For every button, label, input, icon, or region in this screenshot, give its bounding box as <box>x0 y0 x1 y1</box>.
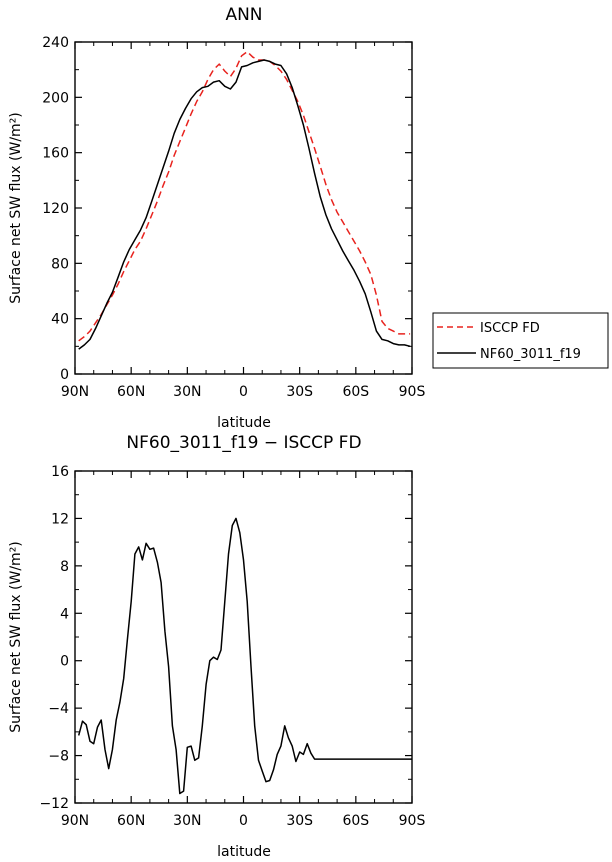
top-ytick-label: 80 <box>51 256 69 272</box>
top-series-1-line <box>78 59 411 350</box>
top-panel: ANN 90N 60N 30N 0 30S 60S 90S 0 40 80 120 160 200 240… <box>8 5 425 431</box>
bottom-xtick-label: 90N <box>61 813 89 829</box>
bottom-xtick-label: 60S <box>342 813 369 829</box>
top-xtick-label: 60N <box>117 384 145 400</box>
bottom-ytick-label: −8 <box>48 749 69 765</box>
top-y-axis-label: Surface net SW flux (W/m²) <box>8 112 24 304</box>
bottom-xtick-label: 30N <box>173 813 201 829</box>
top-series-0-line <box>78 50 411 342</box>
top-ytick-label: 200 <box>42 90 69 106</box>
top-x-axis-label: latitude <box>217 415 271 431</box>
bottom-series-0-line <box>77 517 412 795</box>
top-xtick-label: 90N <box>61 384 89 400</box>
bottom-chart-title: NF60_3011_f19 − ISCCP FD <box>126 433 361 453</box>
top-axes: 90N 60N 30N 0 30S 60S 90S 0 40 80 120 160 200 240 <box>42 35 425 400</box>
top-ytick-label: 240 <box>42 35 69 51</box>
bottom-xtick-label: 90S <box>399 813 426 829</box>
top-plot-frame <box>74 41 413 375</box>
top-series-group <box>78 50 411 350</box>
top-xtick-label: 30S <box>286 384 313 400</box>
top-ytick-label: 40 <box>51 312 69 328</box>
bottom-axes: 90N 60N 30N 0 30S 60S 90S −12 −8 −4 0 4 8 12 16 <box>39 464 425 829</box>
bottom-ytick-label: 4 <box>60 606 69 622</box>
top-xtick-label: 0 <box>239 384 248 400</box>
top-xtick-label: 90S <box>399 384 426 400</box>
bottom-ytick-label: −12 <box>39 796 69 812</box>
top-ytick-label: 160 <box>42 146 69 162</box>
legend-box <box>432 312 609 369</box>
legend: ISCCP FD NF60_3011_f19 <box>432 312 609 369</box>
bottom-ytick-label: 12 <box>51 511 69 527</box>
bottom-ytick-label: 0 <box>60 654 69 670</box>
bottom-plot-frame <box>74 470 413 804</box>
bottom-xtick-label: 30S <box>286 813 313 829</box>
bottom-series-group <box>77 517 412 795</box>
top-xtick-label: 30N <box>173 384 201 400</box>
bottom-x-axis-label: latitude <box>217 844 271 860</box>
bottom-panel: NF60_3011_f19 − ISCCP FD 90N 60N 30N 0 30S 60… <box>8 433 425 860</box>
bottom-ytick-label: −4 <box>48 701 69 717</box>
bottom-xtick-label: 0 <box>239 813 248 829</box>
top-xtick-label: 60S <box>342 384 369 400</box>
bottom-ytick-label: 16 <box>51 464 69 480</box>
bottom-xtick-label: 60N <box>117 813 145 829</box>
bottom-ytick-label: 8 <box>60 559 69 575</box>
top-ytick-label: 120 <box>42 201 69 217</box>
top-chart-title: ANN <box>225 5 262 25</box>
legend-label-model: NF60_3011_f19 <box>480 347 581 362</box>
top-ytick-label: 0 <box>60 367 69 383</box>
legend-label-isccp: ISCCP FD <box>480 321 540 336</box>
bottom-y-axis-label: Surface net SW flux (W/m²) <box>8 541 24 733</box>
